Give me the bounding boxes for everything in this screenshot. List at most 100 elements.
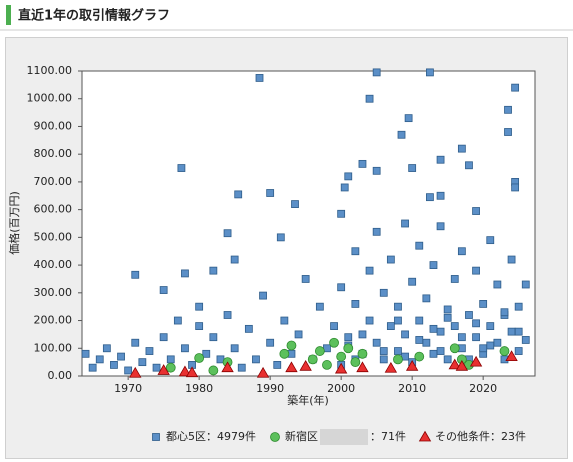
- point: [486, 322, 495, 330]
- point: [443, 305, 452, 314]
- point: [450, 322, 459, 330]
- point: [351, 300, 360, 308]
- point: [351, 247, 360, 256]
- point: [307, 354, 318, 365]
- point: [414, 351, 425, 362]
- point: [415, 241, 424, 250]
- point: [429, 324, 438, 333]
- point: [294, 330, 303, 339]
- y-tick-label: 900.00: [34, 119, 73, 132]
- point: [157, 364, 170, 375]
- point: [457, 144, 466, 153]
- point: [166, 355, 175, 364]
- point: [514, 347, 523, 355]
- point: [237, 363, 246, 372]
- point: [500, 308, 509, 317]
- point: [504, 128, 512, 136]
- point: [223, 229, 232, 238]
- y-tick-label: 800.00: [34, 147, 73, 160]
- point: [322, 360, 332, 370]
- point: [110, 361, 118, 369]
- point: [230, 344, 239, 353]
- point: [299, 359, 312, 371]
- point: [457, 247, 466, 256]
- point: [209, 266, 218, 275]
- plot-area: [81, 70, 536, 377]
- point: [337, 283, 346, 292]
- point: [221, 361, 234, 373]
- point: [337, 209, 346, 218]
- x-axis-label: 築年(年): [287, 393, 329, 407]
- point: [291, 200, 299, 208]
- y-tick-label: 0.00: [48, 369, 73, 382]
- y-tick-label: 100.00: [34, 341, 73, 354]
- point: [244, 324, 253, 333]
- point: [393, 354, 403, 365]
- point: [379, 347, 388, 355]
- point: [285, 361, 298, 373]
- point: [223, 311, 232, 319]
- point: [472, 333, 480, 342]
- point: [131, 338, 140, 347]
- point: [386, 255, 395, 264]
- point: [314, 346, 325, 356]
- point: [276, 233, 285, 242]
- point: [465, 311, 473, 319]
- x-tick-label: 1990: [256, 382, 284, 395]
- point: [286, 340, 297, 351]
- point: [358, 159, 367, 168]
- legend-label: 新宿区: [285, 429, 318, 443]
- point: [365, 94, 374, 103]
- point: [493, 280, 502, 289]
- point: [129, 366, 142, 378]
- redacted: [320, 429, 368, 445]
- point: [330, 322, 338, 330]
- point: [81, 349, 90, 358]
- point: [266, 189, 275, 197]
- point: [185, 366, 199, 378]
- point: [404, 114, 413, 123]
- point: [344, 172, 353, 181]
- point: [405, 359, 419, 371]
- point: [386, 322, 395, 330]
- point: [514, 302, 523, 311]
- point: [357, 348, 368, 359]
- point: [397, 130, 406, 139]
- point: [507, 327, 516, 336]
- point: [436, 327, 445, 336]
- point: [315, 302, 324, 311]
- x-tick-label: 1980: [185, 382, 213, 395]
- point: [279, 348, 290, 359]
- point: [408, 164, 417, 172]
- point: [394, 347, 402, 355]
- legend-label: 都心5区：4979件: [166, 430, 256, 443]
- point: [372, 68, 381, 77]
- point: [252, 355, 260, 364]
- point: [479, 300, 488, 308]
- y-tick-label: 200.00: [34, 314, 73, 327]
- point: [422, 294, 431, 303]
- point: [379, 288, 388, 297]
- point: [343, 343, 354, 354]
- y-axis-label: 価格(百万円): [7, 191, 21, 255]
- point: [365, 266, 374, 275]
- point: [505, 350, 518, 361]
- point: [426, 68, 434, 77]
- point: [177, 164, 186, 172]
- point: [358, 330, 367, 339]
- y-tick-label: 1100.00: [27, 64, 73, 77]
- point: [255, 74, 264, 82]
- point: [230, 255, 239, 264]
- point: [334, 362, 348, 374]
- point: [443, 355, 452, 364]
- point: [486, 236, 495, 245]
- point: [514, 327, 523, 336]
- point: [124, 366, 133, 375]
- point: [195, 302, 204, 311]
- legend-count: ：71件: [370, 430, 406, 443]
- point: [507, 255, 516, 264]
- point: [379, 355, 388, 364]
- point: [449, 343, 460, 354]
- point: [344, 333, 353, 342]
- point: [401, 219, 409, 228]
